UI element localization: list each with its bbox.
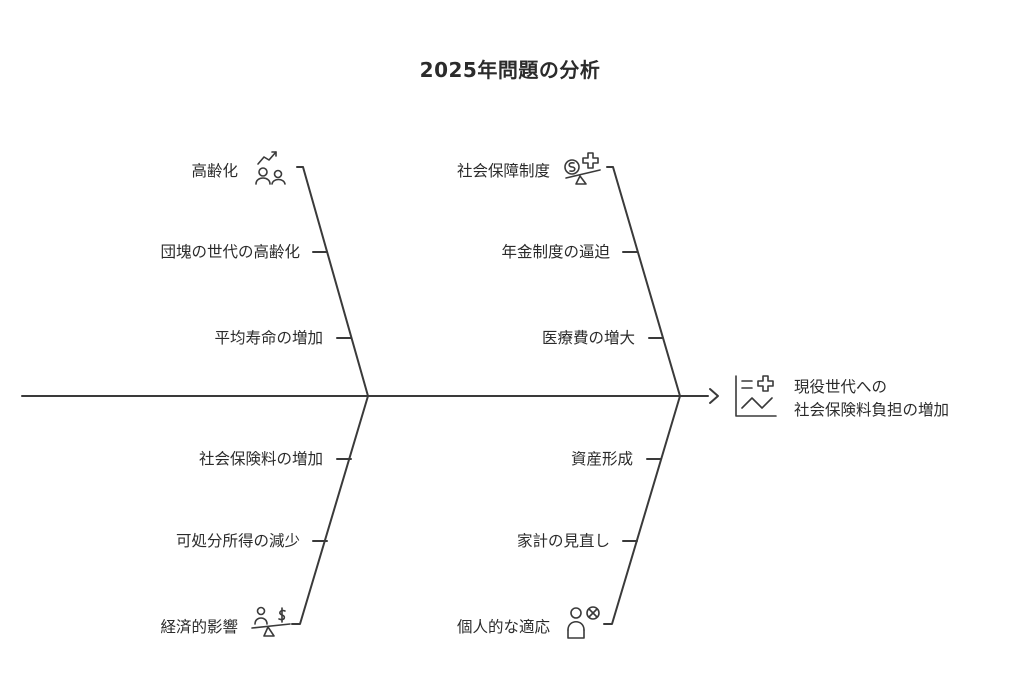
category-label-economic-impact: 経済的影響 bbox=[160, 618, 238, 636]
money-health-scale-icon bbox=[564, 152, 601, 185]
cause-label: 家計の見直し bbox=[516, 532, 610, 550]
spine-arrowhead bbox=[709, 388, 719, 404]
cause-label: 団塊の世代の高齢化 bbox=[160, 243, 300, 261]
cause-label: 年金制度の逼迫 bbox=[501, 243, 610, 261]
category-label-personal-adaptation: 個人的な適応 bbox=[456, 618, 550, 636]
cause-label: 社会保険料の増加 bbox=[198, 450, 323, 468]
cause-label: 可処分所得の減少 bbox=[175, 532, 300, 550]
person-money-scale-icon bbox=[251, 606, 291, 637]
bone-lower-right bbox=[603, 395, 681, 625]
trend-people-icon bbox=[255, 151, 286, 185]
effect-label-line1: 現役世代への bbox=[794, 378, 888, 396]
cause-label: 平均寿命の増加 bbox=[214, 329, 323, 347]
cause-label: 資産形成 bbox=[570, 450, 633, 468]
bone-upper-right bbox=[606, 166, 681, 397]
chart-health-icon bbox=[735, 375, 777, 417]
diagram-title: 2025年問題の分析 bbox=[419, 58, 601, 82]
effect-label-line2: 社会保険料負担の増加 bbox=[794, 401, 950, 419]
category-label-aging: 高齢化 bbox=[191, 162, 238, 180]
person-cancel-icon bbox=[567, 606, 600, 639]
bone-lower-left bbox=[291, 395, 369, 625]
bone-upper-left bbox=[296, 166, 369, 397]
cause-label: 医療費の増大 bbox=[541, 329, 635, 347]
category-label-social-security: 社会保障制度 bbox=[456, 162, 550, 180]
